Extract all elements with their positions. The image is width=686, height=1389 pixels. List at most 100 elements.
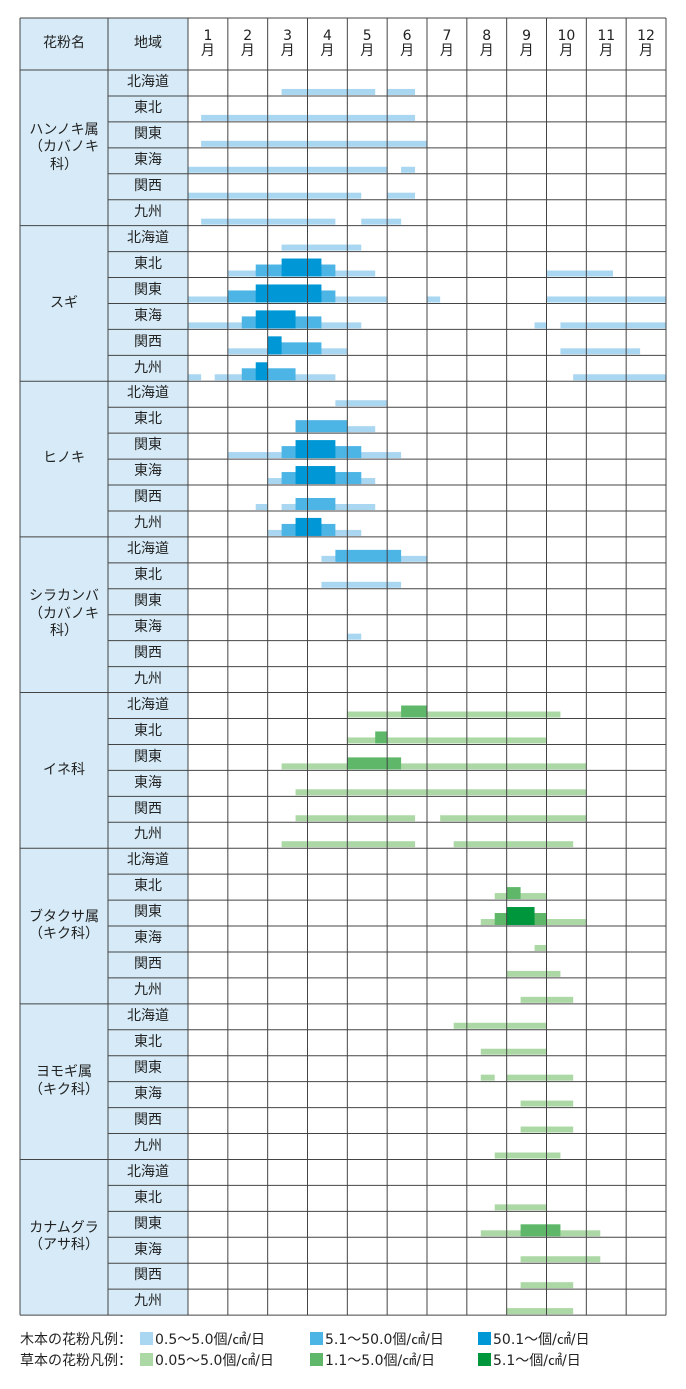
pollen-bar [335, 400, 388, 407]
region-label: 九州 [134, 515, 162, 532]
pollen-bar [347, 757, 402, 770]
pollen-bar [506, 970, 561, 977]
region-label: 関東 [134, 593, 162, 610]
region-label: 関西 [134, 1267, 162, 1284]
pollen-bar [534, 322, 547, 329]
pollen-bar [201, 114, 416, 121]
pollen-bar [440, 815, 587, 822]
region-label: 関東 [134, 281, 162, 298]
pollen-bar [321, 581, 402, 588]
pollen-bar [295, 789, 587, 796]
pollen-name: ヒノキ [43, 450, 85, 467]
month-label: 2月 [240, 27, 255, 59]
region-label: 関東 [134, 437, 162, 454]
region-label: 九州 [134, 670, 162, 687]
pollen-name: イネ科 [43, 761, 85, 778]
pollen-bar [560, 322, 666, 329]
month-label: 11月 [597, 27, 616, 59]
region-label: 関西 [134, 644, 162, 661]
pollen-bar [295, 497, 336, 510]
pollen-bar [546, 296, 666, 303]
month-label: 10月 [557, 27, 576, 59]
region-label: 東北 [134, 100, 162, 117]
legend-swatch [478, 1332, 491, 1345]
pollen-bar [347, 737, 547, 744]
month-label: 7月 [439, 27, 454, 59]
pollen-name: ハンノキ属 （カバノキ科） [29, 121, 99, 173]
month-label: 1月 [200, 27, 215, 59]
pollen-bar [281, 258, 322, 277]
header-name: 花粉名 [43, 35, 85, 52]
region-label: 北海道 [127, 541, 169, 558]
pollen-bar [520, 1256, 601, 1263]
region-label: 関東 [134, 126, 162, 143]
region-label: 九州 [134, 203, 162, 220]
region-label: 北海道 [127, 1008, 169, 1025]
region-label: 東北 [134, 878, 162, 895]
pollen-bar [480, 1074, 495, 1081]
region-label: 九州 [134, 1293, 162, 1310]
pollen-bar [573, 374, 666, 381]
pollen-bar [453, 841, 574, 848]
region-label: 関西 [134, 333, 162, 350]
pollen-bar [255, 362, 268, 381]
pollen-bar [267, 336, 282, 355]
pollen-bar [506, 1074, 574, 1081]
legend-swatch [140, 1353, 153, 1366]
pollen-bar [295, 466, 336, 485]
pollen-bar [506, 1308, 574, 1315]
pollen-bar [506, 887, 521, 900]
region-label: 東海 [134, 152, 162, 169]
legend-swatch [310, 1353, 323, 1366]
pollen-bar [188, 192, 362, 199]
region-label: 東海 [134, 307, 162, 324]
region-label: 九州 [134, 1137, 162, 1154]
pollen-bar [427, 296, 441, 303]
pollen-name: ブタクサ属 （キク科） [29, 908, 99, 943]
pollen-bar [281, 841, 416, 848]
legend-swatch [140, 1332, 153, 1345]
legend-text: 0.5～5.0個/㎠/日 [155, 1332, 265, 1348]
pollen-name: スギ [50, 294, 78, 311]
pollen-bar [401, 166, 416, 173]
pollen-bar [361, 218, 402, 225]
legend-text: 50.1～個/㎠/日 [493, 1332, 590, 1348]
pollen-name: カナムグラ （アサ科） [29, 1219, 99, 1254]
pollen-bar [188, 166, 388, 173]
region-label: 東海 [134, 1085, 162, 1102]
month-label: 12月 [637, 27, 655, 59]
pollen-bar [494, 1152, 561, 1159]
region-label: 九州 [134, 826, 162, 843]
pollen-name: シラカンバ （カバノキ科） [29, 588, 99, 640]
pollen-bar [347, 633, 362, 640]
region-label: 東北 [134, 1189, 162, 1206]
region-label: 九州 [134, 359, 162, 376]
pollen-bar [347, 711, 561, 718]
pollen-bar [201, 218, 336, 225]
region-label: 関東 [134, 1059, 162, 1076]
legend-text: 5.1～50.0個/㎠/日 [325, 1332, 444, 1348]
month-label: 4月 [320, 27, 335, 59]
legend-swatch [310, 1332, 323, 1345]
region-label: 北海道 [127, 229, 169, 246]
region-label: 北海道 [127, 385, 169, 402]
pollen-bar [281, 88, 376, 95]
region-label: 関東 [134, 1215, 162, 1232]
region-label: 東北 [134, 411, 162, 428]
pollen-bar [387, 88, 416, 95]
header-region: 地域 [134, 35, 162, 52]
pollen-bar [188, 374, 202, 381]
pollen-bar [375, 731, 388, 744]
pollen-bar [335, 549, 402, 562]
month-label: 5月 [360, 27, 375, 59]
region-label: 九州 [134, 982, 162, 999]
month-label: 9月 [519, 27, 534, 59]
pollen-bar [546, 270, 614, 277]
region-label: 北海道 [127, 696, 169, 713]
region-label: 関西 [134, 489, 162, 506]
region-label: 関東 [134, 904, 162, 921]
pollen-bar [534, 944, 547, 951]
pollen-bar [255, 310, 296, 329]
legend-text: 0.05～5.0個/㎠/日 [155, 1353, 274, 1369]
